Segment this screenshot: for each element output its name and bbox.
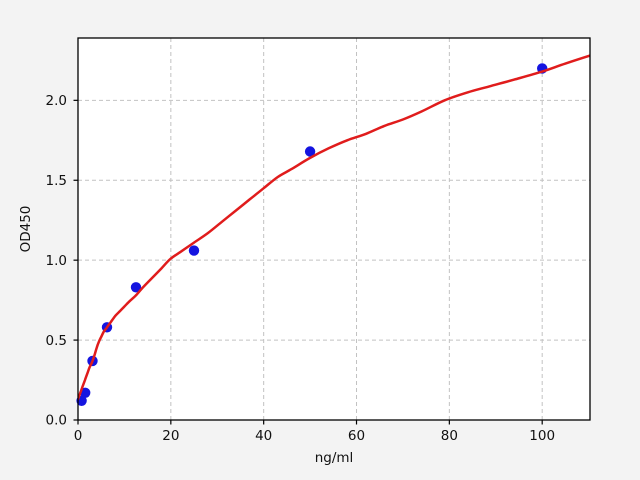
- x-axis-label: ng/ml: [315, 450, 354, 466]
- data-point: [188, 245, 200, 256]
- grid-lines: [77, 38, 590, 421]
- y-tick-label: 0.5: [46, 333, 67, 349]
- y-tick-label: 1.0: [46, 253, 67, 269]
- axes-background: [78, 38, 590, 420]
- data-point: [130, 282, 142, 293]
- y-axis-label: OD450: [18, 206, 34, 253]
- x-tick-label: 60: [348, 428, 365, 444]
- fit-curve-line: [78, 54, 590, 401]
- data-point: [304, 146, 316, 157]
- x-tick-label: 40: [255, 428, 272, 444]
- x-tick-label: 80: [441, 428, 458, 444]
- x-tick-label: 0: [74, 428, 83, 444]
- y-tick-label: 0.0: [46, 413, 67, 429]
- axes-border: [77, 37, 591, 421]
- x-tick-label: 100: [529, 428, 555, 444]
- tick-labels: 0 20 40 60 80 100 0.0 0.5 1.0 1.5 2.0: [46, 93, 556, 444]
- y-tick-label: 1.5: [46, 173, 67, 189]
- tick-marks: [73, 99, 543, 425]
- y-tick-label: 2.0: [46, 93, 67, 109]
- x-tick-label: 20: [162, 428, 179, 444]
